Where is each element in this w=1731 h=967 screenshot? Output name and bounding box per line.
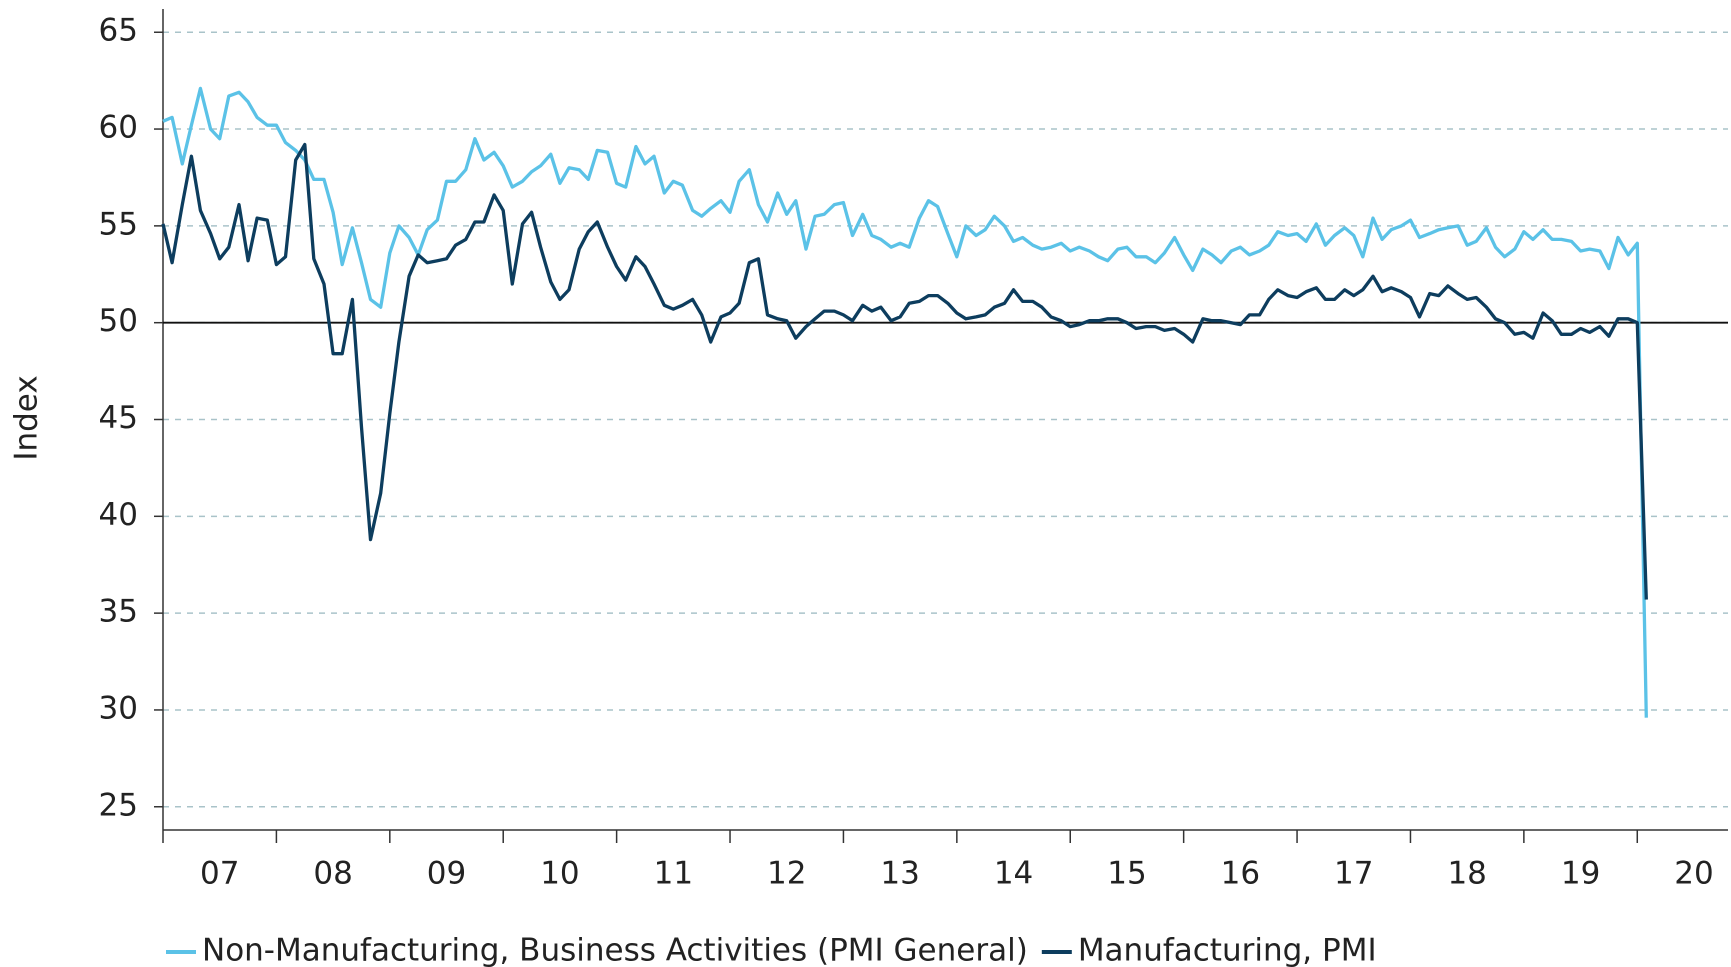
y-tick-label: 25: [99, 787, 138, 823]
y-tick-label: 60: [99, 110, 138, 146]
x-tick-label: 13: [880, 856, 919, 892]
x-tick-label: 18: [1447, 856, 1486, 892]
y-tick-label: 30: [99, 690, 138, 726]
x-tick-label: 20: [1674, 856, 1713, 892]
legend-label: Manufacturing, PMI: [1078, 933, 1377, 967]
y-tick-label: 55: [99, 206, 138, 242]
x-tick-label: 09: [427, 856, 466, 892]
y-axis-label: Index: [9, 375, 45, 460]
x-tick-label: 19: [1561, 856, 1600, 892]
legend-label: Non-Manufacturing, Business Activities (…: [202, 933, 1028, 967]
x-tick-label: 15: [1107, 856, 1146, 892]
x-tick-label: 14: [994, 856, 1033, 892]
x-tick-label: 07: [200, 856, 239, 892]
series-line: [162, 86, 1648, 718]
y-tick-label: 45: [99, 400, 138, 436]
x-tick-label: 16: [1221, 856, 1260, 892]
series-line: [161, 142, 1648, 600]
y-tick-label: 40: [99, 497, 138, 533]
y-tick-label: 50: [99, 303, 138, 339]
x-tick-label: 17: [1334, 856, 1373, 892]
x-tick-label: 10: [540, 856, 579, 892]
y-tick-label: 65: [99, 13, 138, 49]
x-tick-label: 12: [767, 856, 806, 892]
y-tick-label: 35: [99, 594, 138, 630]
x-tick-label: 08: [313, 856, 352, 892]
x-tick-label: 11: [654, 856, 693, 892]
